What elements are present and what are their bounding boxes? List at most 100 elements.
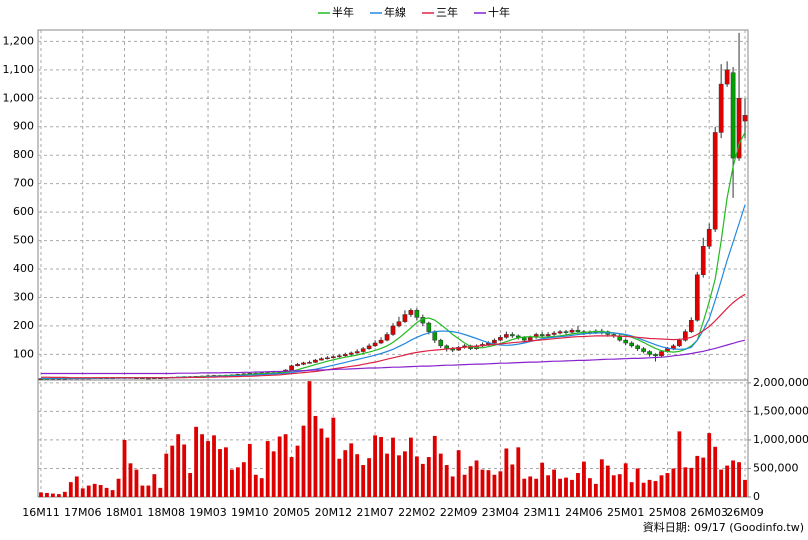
volume-bar bbox=[647, 479, 652, 497]
candle-body bbox=[557, 331, 563, 334]
y-tick-label: 500 bbox=[13, 234, 34, 247]
volume-bar bbox=[599, 459, 604, 497]
volume-bar bbox=[212, 435, 216, 497]
volume-bar bbox=[743, 479, 747, 497]
candle-body bbox=[539, 334, 545, 337]
volume-bar bbox=[271, 451, 276, 497]
volume-bar bbox=[564, 477, 568, 497]
x-tick-label: 19M10 bbox=[231, 506, 269, 519]
volume-bar bbox=[170, 445, 175, 497]
y-tick-label: 300 bbox=[13, 290, 34, 303]
volume-bar bbox=[176, 434, 181, 497]
candle-body bbox=[730, 72, 736, 159]
candle-body bbox=[348, 352, 354, 355]
candle-body bbox=[426, 322, 432, 332]
volume-bar bbox=[247, 443, 252, 497]
x-tick-label: 25M08 bbox=[649, 506, 687, 519]
volume-bar bbox=[587, 478, 592, 497]
x-tick-label: 21M07 bbox=[356, 506, 394, 519]
candle-body bbox=[378, 339, 384, 344]
x-tick-label: 17M06 bbox=[64, 506, 102, 519]
candle-body bbox=[325, 357, 330, 360]
volume-bar bbox=[480, 469, 485, 497]
candle-body bbox=[402, 314, 408, 322]
candle-body bbox=[641, 348, 646, 352]
volume-bar bbox=[552, 469, 557, 497]
y-tick-label: 1,200 bbox=[3, 34, 35, 47]
volume-bar bbox=[611, 475, 616, 497]
volume-bar bbox=[677, 431, 682, 497]
volume-bar bbox=[420, 463, 425, 497]
candle-body bbox=[736, 98, 742, 159]
x-tick-label: 19M03 bbox=[189, 506, 227, 519]
volume-bar bbox=[128, 463, 133, 497]
x-tick-label: 22M02 bbox=[398, 506, 436, 519]
volume-bar bbox=[725, 465, 730, 497]
volume-bar bbox=[540, 462, 545, 497]
candle-body bbox=[629, 342, 634, 347]
volume-bar bbox=[504, 448, 509, 497]
volume-bar bbox=[510, 464, 515, 497]
volume-bar bbox=[665, 473, 670, 497]
candle-body bbox=[498, 337, 503, 341]
candle-body bbox=[408, 310, 414, 315]
volume-bar bbox=[224, 447, 228, 497]
volume-bar bbox=[671, 468, 676, 497]
volume-bar bbox=[582, 461, 586, 497]
y2-tick-label: 0 bbox=[753, 490, 760, 503]
y-tick-label: 700 bbox=[13, 177, 34, 190]
y-tick-label: 100 bbox=[13, 347, 34, 360]
volume-bar bbox=[438, 453, 443, 497]
candle-body bbox=[659, 351, 664, 357]
candle-body bbox=[724, 69, 730, 85]
y2-tick-label: 500,000 bbox=[753, 461, 799, 474]
candle-body bbox=[396, 321, 402, 327]
volume-bar bbox=[492, 474, 497, 497]
volume-bar bbox=[546, 475, 551, 497]
volume-bar bbox=[331, 417, 336, 497]
volume-bar bbox=[206, 441, 210, 497]
volume-bar bbox=[122, 439, 127, 497]
candle-body bbox=[683, 331, 688, 341]
volume-bar bbox=[641, 482, 646, 497]
volume-bar bbox=[689, 467, 694, 497]
volume-bar bbox=[337, 458, 342, 497]
volume-bar bbox=[235, 467, 240, 497]
volume-bar bbox=[349, 443, 354, 497]
candle-body bbox=[330, 356, 336, 359]
candle-body bbox=[354, 351, 360, 354]
volume-bar bbox=[617, 474, 622, 497]
volume-bar bbox=[361, 465, 366, 497]
candle-body bbox=[509, 334, 515, 337]
volume-bar bbox=[259, 478, 264, 497]
volume-bar bbox=[164, 453, 169, 497]
x-tick-label: 23M04 bbox=[482, 506, 520, 519]
volume-bar bbox=[629, 482, 634, 497]
volume-bar bbox=[45, 493, 49, 497]
y-tick-label: 1,100 bbox=[3, 63, 35, 76]
candle-body bbox=[718, 83, 724, 133]
candle-body bbox=[384, 334, 390, 341]
volume-bar bbox=[194, 426, 199, 497]
legend-label: 半年 bbox=[332, 5, 354, 19]
x-tick-label: 20M12 bbox=[315, 506, 353, 519]
volume-bar bbox=[367, 458, 372, 497]
volume-bar bbox=[403, 451, 407, 497]
volume-bar bbox=[719, 469, 724, 497]
volume-bar bbox=[229, 469, 234, 497]
candle-body bbox=[545, 334, 551, 337]
volume-bar bbox=[695, 455, 700, 497]
y-tick-label: 400 bbox=[13, 262, 34, 275]
y-tick-label: 200 bbox=[13, 319, 34, 332]
candle-body bbox=[301, 362, 306, 365]
volume-bar bbox=[134, 469, 139, 497]
volume-bar bbox=[528, 476, 533, 497]
volume-bar bbox=[277, 436, 282, 497]
volume-bar bbox=[373, 435, 378, 497]
volume-bar bbox=[307, 381, 312, 497]
candle-body bbox=[569, 329, 575, 333]
volume-bar bbox=[391, 437, 395, 497]
candle-body bbox=[712, 132, 718, 230]
candle-body bbox=[647, 351, 652, 355]
volume-bar bbox=[56, 494, 61, 497]
